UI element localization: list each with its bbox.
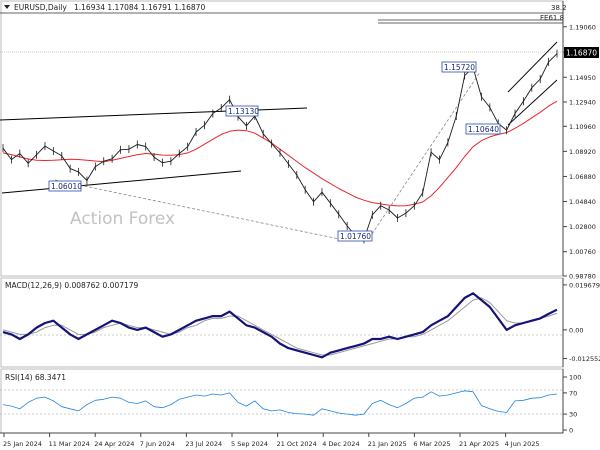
price-axis-tick-label: 1.06880 — [569, 173, 596, 181]
price-axis-tick-label: 1.04840 — [569, 198, 596, 206]
signal-line — [2, 297, 558, 356]
rsi-axis-tick-label: 100 — [569, 374, 581, 382]
macd-axis-tick-label: -0.012552 — [569, 355, 600, 363]
dashed-decline-line — [54, 179, 345, 241]
macd-label: MACD(12,26,9) 0.008762 0.007179 — [5, 281, 139, 290]
annotation-1-13130: 1.13130 — [225, 105, 259, 117]
price-axis-tick-label: 0.98780 — [569, 273, 596, 281]
channel-upper-line — [507, 41, 558, 93]
svg-text:1.01760: 1.01760 — [340, 232, 371, 241]
svg-text:1.13130: 1.13130 — [228, 107, 259, 116]
rsi-series-layer — [2, 390, 558, 416]
price-axis-tick-label: 1.02800 — [569, 223, 596, 231]
rsi-axis-tick-label: 30 — [569, 411, 577, 419]
x-axis-tick-label: 25 Jan 2024 — [3, 440, 42, 448]
annotation-1-06010: 1.06010 — [48, 180, 82, 192]
x-axis-tick-label: 21 Apr 2025 — [459, 440, 499, 448]
menu-triangle-icon[interactable] — [4, 5, 10, 9]
macd-ticks-layer: 0.019679 0.00 -0.012552 — [563, 281, 600, 363]
symbol-label: EURUSD,Daily — [14, 3, 67, 12]
rsi-panel: RSI(14) 68.3471 100 70 30 0 — [0, 368, 581, 435]
price-axis-tick-label: 1.10960 — [569, 123, 596, 131]
x-axis-tick-label: 6 Mar 2025 — [413, 440, 450, 448]
x-axis-tick-label: 21 Jan 2025 — [368, 440, 407, 448]
current-price-marker: 1.16870 — [564, 47, 599, 58]
x-axis-tick-label: 4 Dec 2024 — [322, 440, 359, 448]
price-axis-tick-label: 1.14950 — [569, 74, 596, 82]
rsi-label: RSI(14) 68.3471 — [5, 373, 66, 382]
price-axis-tick-label: 1.12940 — [569, 98, 596, 106]
annotation-1-01760: 1.01760 — [337, 230, 373, 242]
rsi-ticks-layer: 100 70 30 0 — [563, 374, 581, 435]
upper-trendline — [0, 107, 308, 121]
x-axis-tick-label: 23 Jul 2024 — [185, 440, 222, 448]
annotation-1-15720: 1.15720 — [441, 61, 477, 73]
x-axis-tick-label: 7 Jun 2024 — [140, 440, 175, 448]
fib-level-label: 38.2 — [551, 4, 567, 12]
price-line — [2, 53, 558, 240]
macd-series-layer — [2, 292, 558, 359]
rsi-axis-tick-label: 70 — [569, 389, 577, 397]
x-axis-tick-label: 11 Mar 2024 — [49, 440, 90, 448]
x-axis-tick-label: 4 Jun 2025 — [505, 440, 540, 448]
svg-text:1.16870: 1.16870 — [566, 49, 597, 58]
dashed-rally-line — [371, 71, 481, 235]
x-axis: 25 Jan 2024 11 Mar 2024 24 Apr 2024 7 Jun 2… — [0, 432, 563, 448]
svg-text:1.10640: 1.10640 — [468, 125, 499, 134]
x-axis-tick-label: 24 Apr 2024 — [94, 440, 134, 448]
x-axis-tick-label: 21 Oct 2024 — [277, 440, 317, 448]
macd-line — [2, 292, 558, 359]
price-plot-frame — [0, 0, 564, 277]
macd-plot-frame — [0, 277, 564, 368]
watermark: Action Forex — [70, 209, 175, 229]
price-series-layer — [2, 49, 558, 244]
svg-text:1.15720: 1.15720 — [444, 63, 475, 72]
macd-panel: MACD(12,26,9) 0.008762 0.007179 0.019679… — [0, 277, 600, 368]
svg-text:1.06010: 1.06010 — [51, 182, 82, 191]
x-axis-tick-label: 5 Sep 2024 — [231, 440, 268, 448]
price-panel: EURUSD,Daily 1.16934 1.17084 1.16791 1.1… — [0, 0, 599, 281]
fib-fe-label: FE61.8 — [540, 14, 564, 22]
price-axis-tick-label: 1.00760 — [569, 248, 596, 256]
macd-axis-tick-label: 0.00 — [569, 326, 583, 334]
rsi-line — [2, 390, 558, 416]
price-axis-tick-label: 1.19060 — [569, 23, 596, 31]
lower-trendline — [1, 170, 242, 194]
rsi-axis-tick-label: 0 — [569, 427, 573, 435]
macd-axis-tick-label: 0.019679 — [569, 281, 600, 289]
price-axis-tick-label: 1.08920 — [569, 148, 596, 156]
annotation-1-10640: 1.10640 — [465, 123, 501, 135]
price-ticks-layer: 1.190601.169801.149501.129401.109601.089… — [563, 23, 596, 281]
channel-lower-line — [507, 79, 558, 126]
ohlc-readout: 1.16934 1.17084 1.16791 1.16870 — [74, 3, 205, 12]
